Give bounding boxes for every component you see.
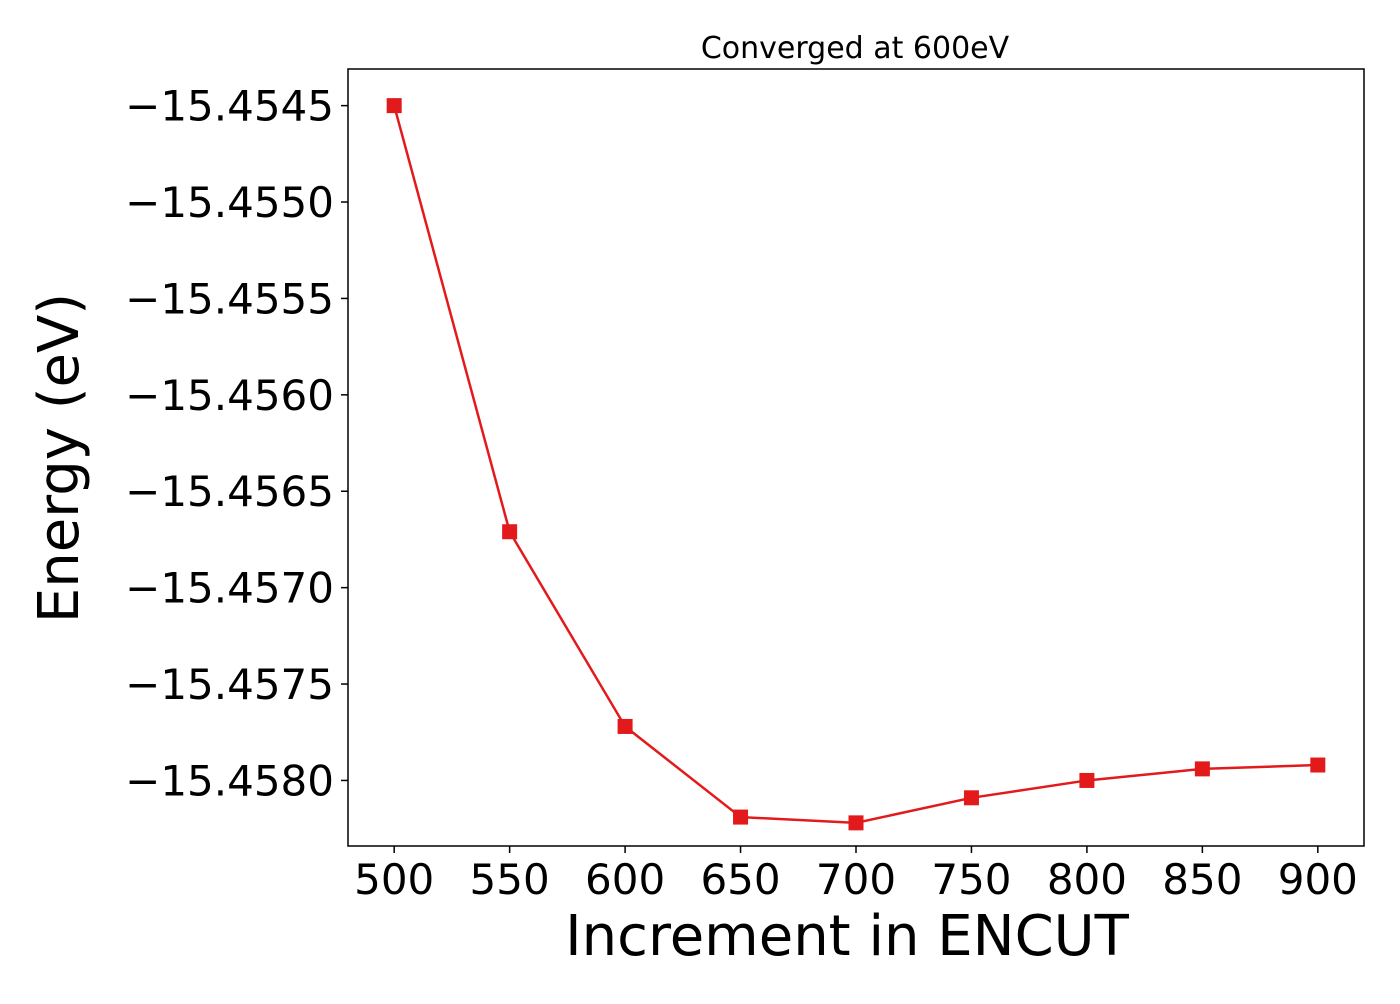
- plot-frame: [347, 68, 1365, 847]
- chart-title: Converged at 600eV: [701, 31, 1010, 66]
- x-tick-label: 900: [1278, 855, 1358, 904]
- data-point-marker: [1194, 761, 1210, 777]
- x-tick-label: 850: [1162, 855, 1242, 904]
- x-tick-label: 600: [585, 855, 665, 904]
- data-point-marker: [848, 815, 864, 831]
- y-axis-ticks: −15.4545 −15.4550 −15.4555 −15.4560 −15.4565…: [125, 82, 348, 805]
- data-point-marker: [502, 524, 518, 540]
- x-tick-label: 650: [700, 855, 780, 904]
- y-tick-label: −15.4570: [125, 564, 334, 613]
- data-point-marker: [733, 809, 749, 825]
- y-axis-label: Energy (eV): [27, 293, 92, 623]
- data-point-marker: [386, 98, 402, 114]
- data-point-marker: [963, 790, 979, 806]
- y-tick-label: −15.4550: [125, 178, 334, 227]
- y-tick-label: −15.4555: [125, 274, 334, 323]
- data-point-marker: [1079, 772, 1095, 788]
- series-line: [392, 105, 1318, 825]
- x-tick-label: 500: [354, 855, 434, 904]
- x-tick-label: 700: [816, 855, 896, 904]
- y-tick-label: −15.4560: [125, 371, 334, 420]
- x-tick-label: 550: [470, 855, 550, 904]
- y-tick-label: −15.4575: [125, 660, 334, 709]
- x-axis-label: Increment in ENCUT: [565, 904, 1130, 969]
- y-tick-label: −15.4545: [125, 82, 334, 131]
- x-tick-label: 800: [1047, 855, 1127, 904]
- y-tick-label: −15.4565: [125, 467, 334, 516]
- y-tick-label: −15.4580: [125, 756, 334, 805]
- data-point-marker: [617, 718, 633, 734]
- series-layer: [386, 98, 1326, 831]
- x-axis-ticks: 500 550 600 650 700 750 800 850 900: [354, 846, 1358, 904]
- data-point-marker: [1310, 757, 1326, 773]
- x-tick-label: 750: [931, 855, 1011, 904]
